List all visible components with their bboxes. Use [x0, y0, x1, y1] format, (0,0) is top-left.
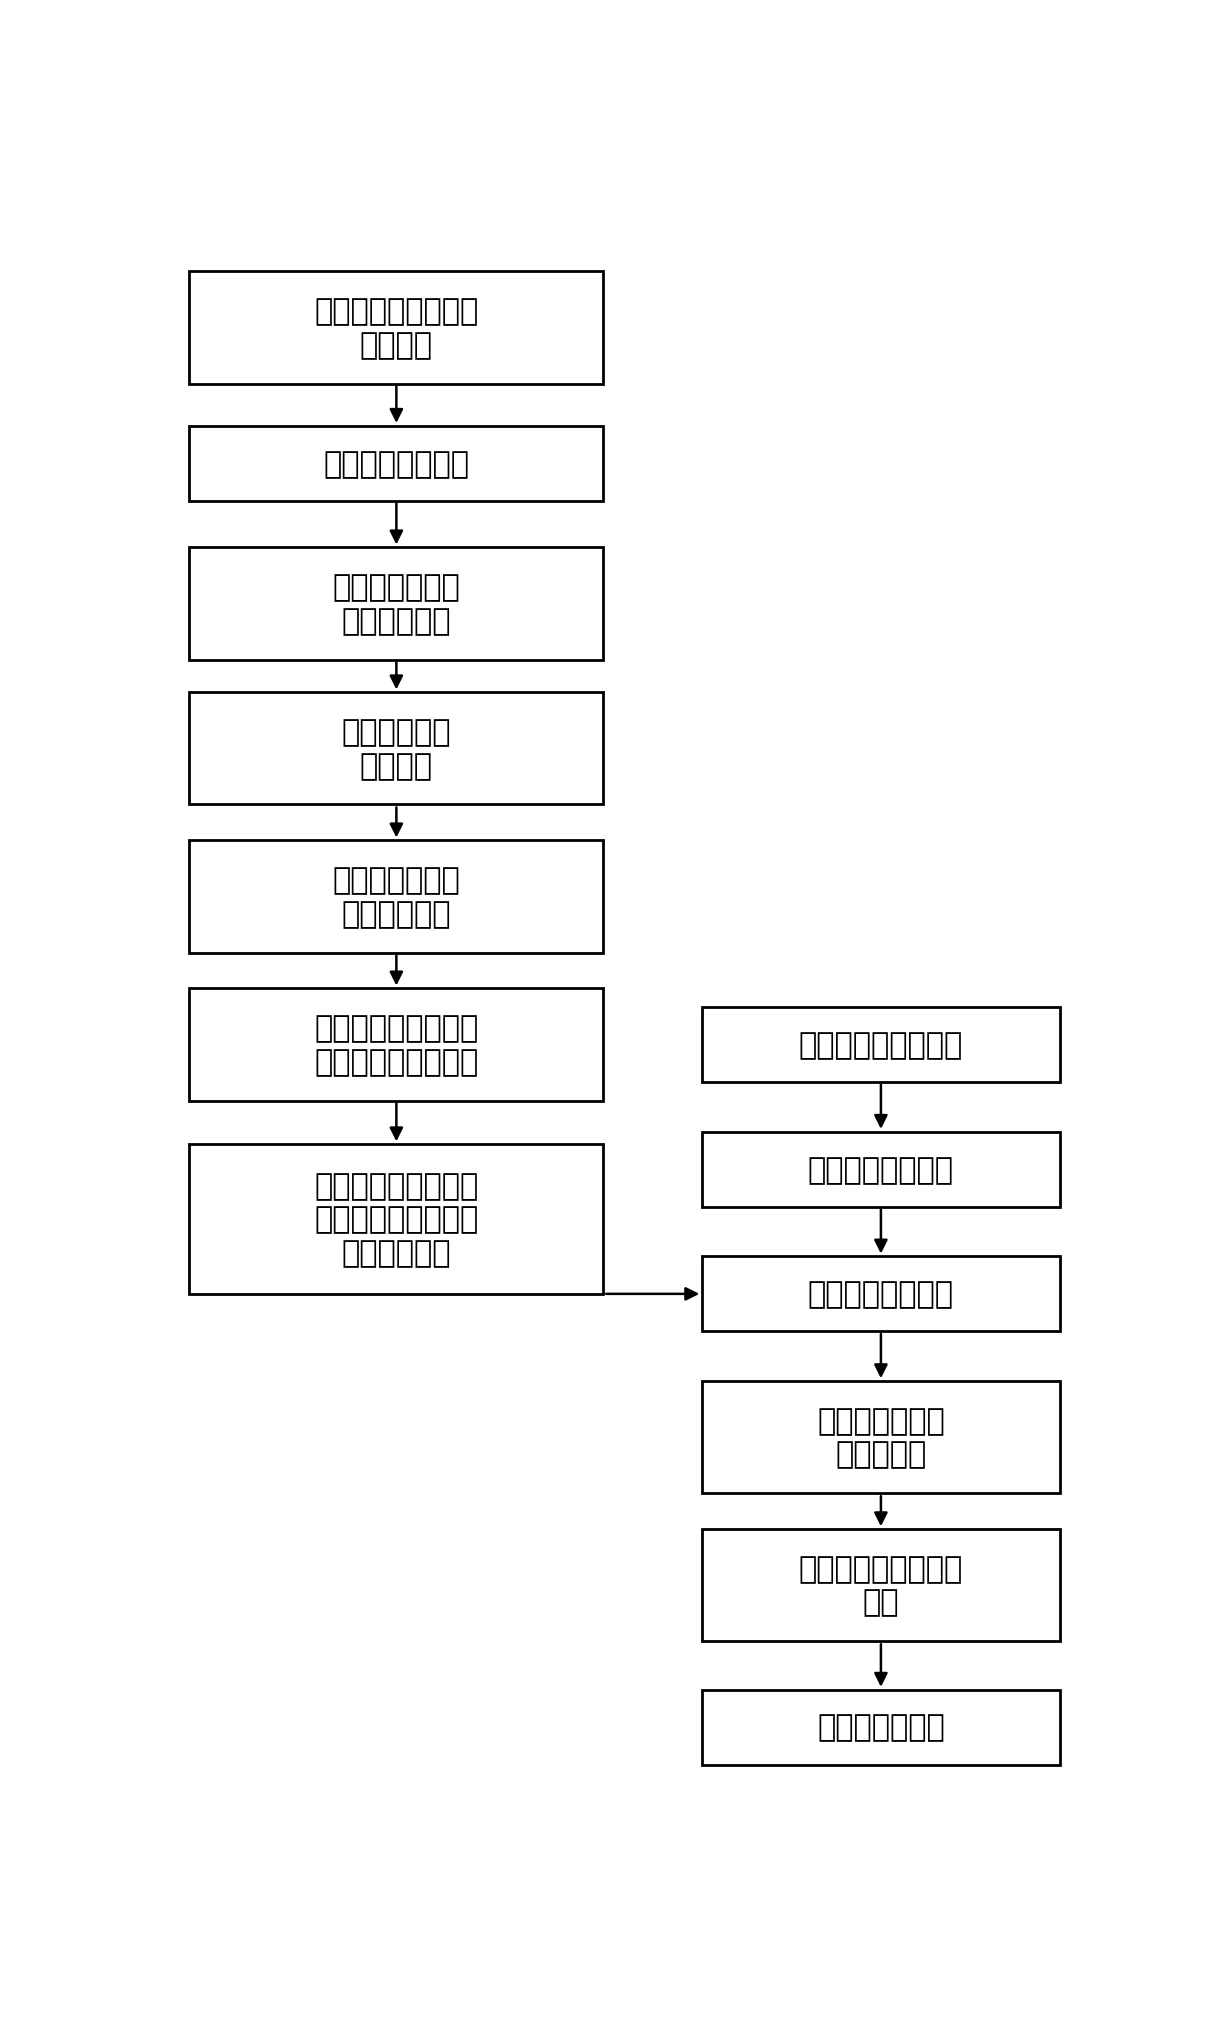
- Bar: [189, 694, 603, 805]
- Bar: [189, 273, 603, 384]
- Text: 提取故障诊断特征: 提取故障诊断特征: [807, 1155, 954, 1183]
- Text: 计算所有实例间
的特征相似度: 计算所有实例间 的特征相似度: [333, 866, 460, 929]
- Bar: [189, 842, 603, 953]
- Text: 行星齿轮箱状态: 行星齿轮箱状态: [817, 1713, 944, 1742]
- Text: 建立不完备故障
诊断信息系统: 建立不完备故障 诊断信息系统: [333, 573, 460, 635]
- Text: 典型故障行星齿轮箱
特征信号: 典型故障行星齿轮箱 特征信号: [314, 297, 478, 360]
- Bar: [702, 1133, 1060, 1208]
- Text: 数据驱动量化
特征关系: 数据驱动量化 特征关系: [341, 718, 452, 781]
- Bar: [702, 1382, 1060, 1493]
- Text: 提取故障诊断特征: 提取故障诊断特征: [323, 449, 470, 479]
- Bar: [189, 548, 603, 659]
- Bar: [702, 1689, 1060, 1764]
- Text: 构建朴素贝叶斯
分类器模型: 构建朴素贝叶斯 分类器模型: [817, 1406, 944, 1469]
- Text: 待诊故障行星齿轮箱: 待诊故障行星齿轮箱: [799, 1030, 963, 1060]
- Bar: [189, 1145, 603, 1295]
- Text: 推断待诊行星齿轮箱
状态: 推断待诊行星齿轮箱 状态: [799, 1554, 963, 1616]
- Text: 获得满足数据驱动量
化特征关系的特征集: 获得满足数据驱动量 化特征关系的特征集: [314, 1014, 478, 1076]
- Bar: [189, 989, 603, 1101]
- Bar: [702, 1256, 1060, 1331]
- Text: 故障诊断决策规则: 故障诊断决策规则: [807, 1281, 954, 1309]
- Text: 基于悲观数据驱动量
化特征多粒度模型的
属性约简算法: 基于悲观数据驱动量 化特征多粒度模型的 属性约简算法: [314, 1171, 478, 1268]
- Bar: [189, 427, 603, 502]
- Bar: [702, 1007, 1060, 1082]
- Bar: [702, 1529, 1060, 1641]
